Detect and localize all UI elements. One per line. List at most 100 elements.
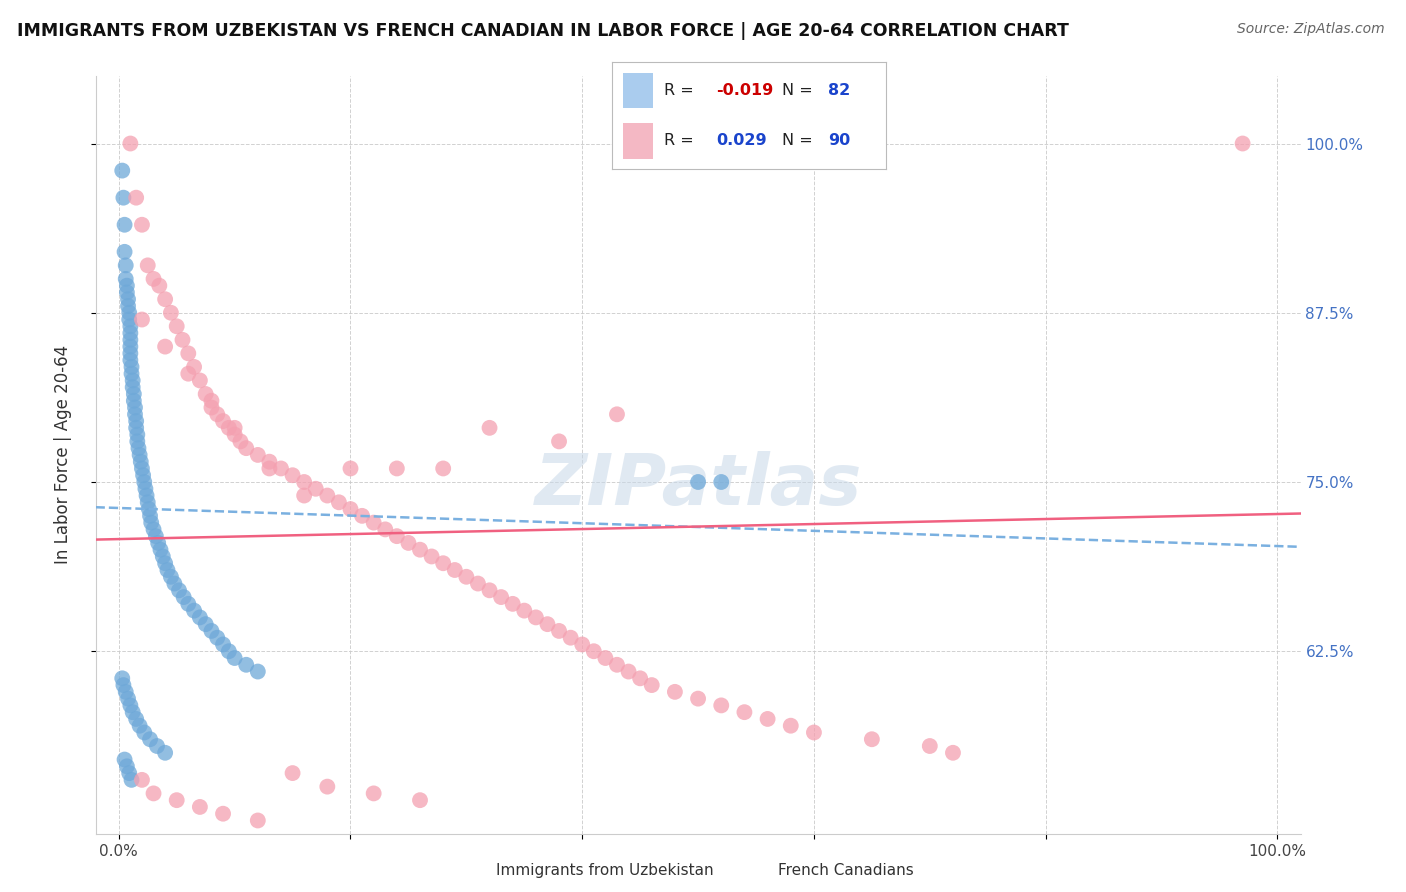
Point [153, 292, 176, 306]
Point [942, 746, 965, 760]
Point [125, 191, 148, 205]
Point [117, 299, 139, 313]
Point [420, 549, 443, 564]
Point [710, 475, 733, 489]
Point [183, 604, 205, 618]
Point [112, 678, 135, 692]
Point [120, 333, 142, 347]
Point [136, 495, 159, 509]
Point [160, 570, 183, 584]
Text: 90: 90 [828, 133, 851, 148]
Point [114, 258, 136, 272]
Point [918, 739, 941, 753]
Point [120, 346, 142, 360]
Point [548, 434, 571, 449]
Point [173, 590, 195, 604]
Point [124, 401, 146, 415]
Point [803, 725, 825, 739]
Point [167, 583, 190, 598]
Point [339, 461, 361, 475]
Point [177, 597, 200, 611]
Point [409, 542, 432, 557]
Point [114, 272, 136, 286]
Point [478, 583, 501, 598]
Point [125, 421, 148, 435]
Point [166, 793, 188, 807]
Point [502, 597, 524, 611]
Point [316, 489, 339, 503]
Point [548, 624, 571, 638]
Point [115, 759, 138, 773]
Point [149, 542, 172, 557]
Point [207, 631, 229, 645]
Point [120, 353, 142, 368]
Point [131, 218, 153, 232]
Text: IMMIGRANTS FROM UZBEKISTAN VS FRENCH CANADIAN IN LABOR FORCE | AGE 20-64 CORRELA: IMMIGRANTS FROM UZBEKISTAN VS FRENCH CAN… [17, 22, 1069, 40]
Point [141, 516, 163, 530]
Point [148, 278, 170, 293]
Point [131, 312, 153, 326]
Point [524, 610, 547, 624]
Point [200, 401, 222, 415]
Point [292, 489, 315, 503]
Point [153, 340, 176, 354]
Point [224, 651, 246, 665]
Point [374, 522, 396, 536]
Point [212, 414, 235, 428]
Point [560, 631, 582, 645]
Point [409, 793, 432, 807]
Point [139, 732, 162, 747]
Point [385, 461, 408, 475]
Point [152, 549, 174, 564]
Point [194, 387, 217, 401]
Point [166, 319, 188, 334]
Point [131, 772, 153, 787]
Point [229, 434, 252, 449]
Point [120, 136, 142, 151]
Point [536, 617, 558, 632]
Point [120, 340, 142, 354]
Point [218, 421, 240, 435]
Text: ZIPatlas: ZIPatlas [534, 450, 862, 520]
Point [1232, 136, 1254, 151]
Point [478, 421, 501, 435]
FancyBboxPatch shape [623, 123, 652, 159]
Point [432, 461, 454, 475]
Point [456, 570, 478, 584]
Point [127, 434, 149, 449]
Point [121, 380, 143, 394]
Point [571, 637, 593, 651]
Point [111, 163, 134, 178]
Point [270, 461, 292, 475]
Point [489, 590, 512, 604]
Point [396, 536, 419, 550]
Point [194, 617, 217, 632]
Point [125, 712, 148, 726]
Point [246, 448, 269, 462]
Point [118, 306, 141, 320]
Point [246, 665, 269, 679]
Point [860, 732, 883, 747]
Point [582, 644, 605, 658]
Point [212, 637, 235, 651]
Point [124, 407, 146, 421]
Point [305, 482, 328, 496]
Text: -0.019: -0.019 [716, 83, 773, 98]
Text: Source: ZipAtlas.com: Source: ZipAtlas.com [1237, 22, 1385, 37]
Point [146, 536, 169, 550]
Point [139, 508, 162, 523]
Point [146, 739, 169, 753]
Point [142, 522, 165, 536]
Text: 82: 82 [828, 83, 851, 98]
Point [177, 367, 200, 381]
Point [121, 772, 143, 787]
Point [188, 374, 211, 388]
Point [686, 691, 709, 706]
Text: French Canadians: French Canadians [778, 863, 914, 878]
Point [188, 610, 211, 624]
Point [363, 516, 385, 530]
Point [160, 306, 183, 320]
Point [127, 441, 149, 455]
Point [316, 780, 339, 794]
Point [641, 678, 664, 692]
